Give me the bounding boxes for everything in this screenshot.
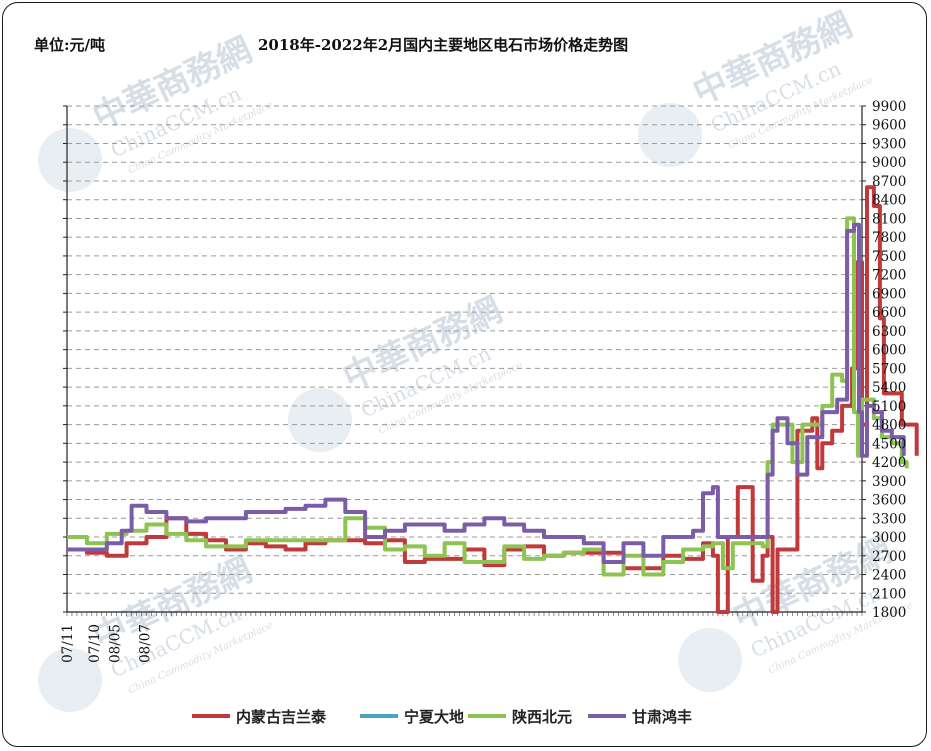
globe-icon <box>288 388 352 452</box>
chart-title: 2018年-2022年2月国内主要地区电石市场价格走势图 <box>258 36 629 54</box>
y-tick-label: 3900 <box>872 474 906 490</box>
y-tick-label: 3600 <box>872 493 906 509</box>
x-tick-label: 07/10 <box>87 624 103 663</box>
unit-label: 单位:元/吨 <box>34 36 106 54</box>
legend-label: 内蒙古吉兰泰 <box>236 708 327 726</box>
series-line-3 <box>67 222 906 564</box>
y-tick-label: 7500 <box>872 249 906 265</box>
y-tick-label: 2700 <box>872 549 906 565</box>
x-tick-label: 08/05 <box>108 624 124 663</box>
y-tick-label: 5100 <box>872 399 906 415</box>
y-tick-label: 9600 <box>872 118 906 134</box>
y-tick-label: 7800 <box>872 230 906 246</box>
y-tick-label: 4200 <box>872 455 906 471</box>
y-tick-label: 5400 <box>872 380 906 396</box>
globe-icon <box>38 128 102 192</box>
y-tick-label: 6300 <box>872 324 906 340</box>
axes <box>63 105 866 616</box>
y-tick-label: 5700 <box>872 361 906 377</box>
series-lines <box>67 185 919 614</box>
y-tick-labels: 1800 2100 2400 2700 3000 3300 3600 3900 4200 4500… <box>872 99 906 621</box>
y-tick-label: 1800 <box>872 605 906 621</box>
globe-icon <box>38 648 102 712</box>
y-tick-label: 4500 <box>872 436 906 452</box>
legend-label: 宁夏大地 <box>404 708 464 726</box>
y-tick-label: 2100 <box>872 586 906 602</box>
y-tick-label: 9300 <box>872 136 906 152</box>
y-tick-label: 7200 <box>872 268 906 284</box>
y-tick-label: 2400 <box>872 568 906 584</box>
globe-icon <box>638 103 702 167</box>
x-tick-labels: 07/11 07/10 08/05 08/07 <box>60 624 154 663</box>
y-tick-label: 8700 <box>872 174 906 190</box>
y-tick-label: 9000 <box>872 155 906 171</box>
globe-icon <box>678 628 742 692</box>
y-tick-label: 6600 <box>872 305 906 321</box>
y-tick-label: 9900 <box>872 99 906 115</box>
y-tick-label: 3300 <box>872 511 906 527</box>
x-tick-label: 07/11 <box>60 624 76 663</box>
y-tick-label: 8400 <box>872 193 906 209</box>
legend-label: 甘肃鸿丰 <box>632 708 692 726</box>
y-tick-label: 8100 <box>872 211 906 227</box>
grid-lines <box>67 105 862 594</box>
y-tick-label: 6900 <box>872 286 906 302</box>
y-tick-label: 3000 <box>872 530 906 546</box>
series-line-0 <box>67 185 919 614</box>
legend-label: 陕西北元 <box>512 708 572 726</box>
legend: 内蒙古吉兰泰 宁夏大地 陕西北元 甘肃鸿丰 <box>192 708 692 726</box>
x-tick-label: 08/07 <box>138 624 154 663</box>
y-tick-label: 6000 <box>872 343 906 359</box>
y-tick-label: 4800 <box>872 418 906 434</box>
